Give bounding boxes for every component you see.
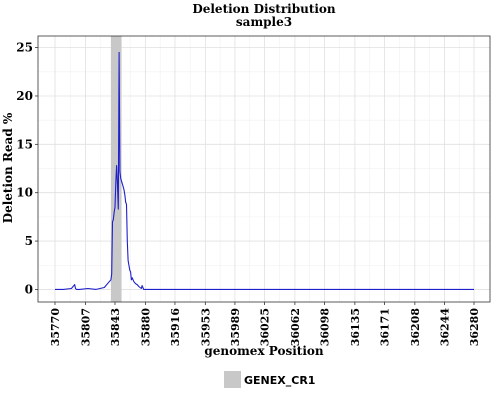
legend-label-genex-cr1: GENEX_CR1 xyxy=(244,374,315,387)
legend-key-genex-cr1 xyxy=(224,371,241,388)
x-tick-label: 36171 xyxy=(378,308,391,346)
x-tick-label: 36280 xyxy=(468,308,481,347)
x-tick-label: 36025 xyxy=(259,308,272,346)
x-tick-label: 35916 xyxy=(169,308,182,347)
x-tick-label: 36098 xyxy=(318,308,331,347)
y-tick-label: 5 xyxy=(25,234,33,248)
x-axis-label: genomex Position xyxy=(204,344,324,358)
y-tick-label: 0 xyxy=(25,282,33,296)
x-tick-label: 35989 xyxy=(229,308,242,346)
chart-subtitle: sample3 xyxy=(236,15,292,29)
x-tick-label: 36135 xyxy=(349,308,362,346)
y-tick-label: 25 xyxy=(16,41,33,55)
x-axis: 35770 35807 35843 35880 35916 35953 35989 36025… xyxy=(49,302,481,346)
x-tick-label: 35953 xyxy=(199,308,212,346)
x-tick-label: 36208 xyxy=(409,308,422,347)
y-axis-label: Deletion Read % xyxy=(1,112,15,223)
plot-border xyxy=(37,35,491,303)
y-axis: 0 5 10 15 20 25 xyxy=(16,41,38,296)
y-tick-label: 10 xyxy=(16,186,33,200)
y-tick-label: 20 xyxy=(16,89,33,103)
x-tick-label: 35843 xyxy=(109,308,122,346)
x-tick-label: 35807 xyxy=(79,308,92,346)
x-tick-label: 36062 xyxy=(289,308,302,346)
x-tick-label: 35880 xyxy=(139,308,152,347)
chart-title: Deletion Distribution xyxy=(192,2,336,16)
series-group xyxy=(55,51,474,290)
legend: GENEX_CR1 xyxy=(224,371,315,388)
y-tick-label: 15 xyxy=(16,137,33,151)
series-line-0 xyxy=(55,51,474,290)
x-tick-label: 36244 xyxy=(438,308,451,347)
x-tick-label: 35770 xyxy=(49,308,62,347)
